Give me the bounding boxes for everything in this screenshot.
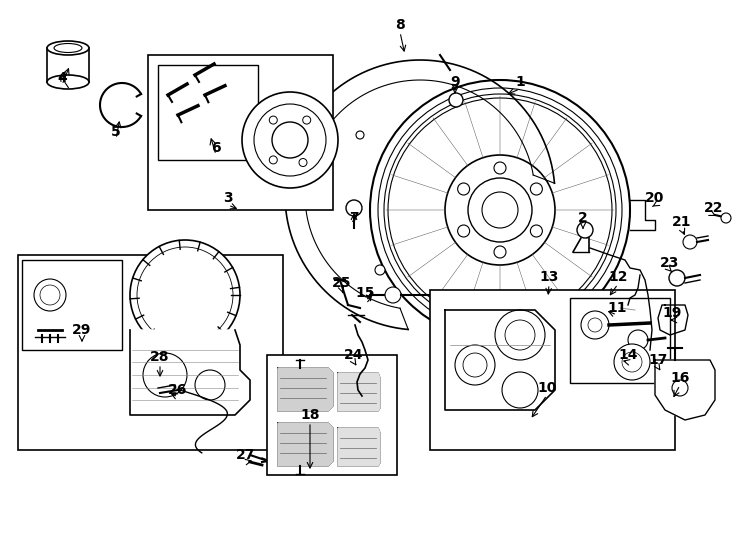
Bar bbox=[267, 355, 397, 475]
Text: 6: 6 bbox=[211, 141, 221, 155]
Polygon shape bbox=[278, 368, 333, 411]
Circle shape bbox=[482, 192, 518, 228]
Text: 23: 23 bbox=[661, 256, 680, 270]
Circle shape bbox=[40, 285, 60, 305]
Circle shape bbox=[683, 235, 697, 249]
Circle shape bbox=[614, 344, 650, 380]
Polygon shape bbox=[445, 310, 555, 410]
Bar bbox=[430, 290, 675, 450]
Circle shape bbox=[346, 200, 362, 216]
Polygon shape bbox=[338, 428, 380, 466]
Circle shape bbox=[302, 116, 310, 124]
Circle shape bbox=[581, 311, 609, 339]
Circle shape bbox=[195, 370, 225, 400]
Circle shape bbox=[468, 178, 532, 242]
Circle shape bbox=[143, 353, 187, 397]
Text: 18: 18 bbox=[300, 408, 320, 422]
Bar bbox=[22, 260, 122, 350]
Circle shape bbox=[531, 183, 542, 195]
Text: 17: 17 bbox=[648, 353, 668, 367]
Text: 7: 7 bbox=[349, 211, 359, 225]
Circle shape bbox=[505, 320, 535, 350]
Circle shape bbox=[378, 88, 622, 332]
Circle shape bbox=[445, 155, 555, 265]
Text: 5: 5 bbox=[111, 125, 121, 139]
Circle shape bbox=[137, 247, 233, 343]
Circle shape bbox=[388, 98, 612, 322]
Text: 8: 8 bbox=[395, 18, 405, 32]
Polygon shape bbox=[338, 373, 380, 411]
Bar bbox=[570, 298, 670, 383]
Circle shape bbox=[375, 265, 385, 275]
Circle shape bbox=[370, 80, 630, 340]
Circle shape bbox=[269, 116, 277, 124]
Circle shape bbox=[502, 372, 538, 408]
Bar bbox=[158, 65, 258, 160]
Circle shape bbox=[34, 279, 66, 311]
Circle shape bbox=[494, 246, 506, 258]
Circle shape bbox=[495, 310, 545, 360]
Text: 11: 11 bbox=[607, 301, 627, 315]
Text: 3: 3 bbox=[223, 191, 233, 205]
Circle shape bbox=[269, 156, 277, 164]
Text: 2: 2 bbox=[578, 211, 588, 225]
Circle shape bbox=[385, 287, 401, 303]
Polygon shape bbox=[130, 330, 250, 415]
Circle shape bbox=[356, 131, 364, 139]
Text: 21: 21 bbox=[672, 215, 691, 229]
Text: 28: 28 bbox=[150, 350, 170, 364]
Text: 15: 15 bbox=[355, 286, 375, 300]
Circle shape bbox=[628, 330, 648, 350]
Text: 25: 25 bbox=[333, 276, 352, 290]
Text: 14: 14 bbox=[618, 348, 638, 362]
Text: 1: 1 bbox=[515, 75, 525, 89]
Circle shape bbox=[254, 104, 326, 176]
Text: 20: 20 bbox=[645, 191, 665, 205]
Circle shape bbox=[577, 222, 593, 238]
Text: 13: 13 bbox=[539, 270, 559, 284]
Circle shape bbox=[531, 225, 542, 237]
Ellipse shape bbox=[47, 75, 89, 89]
Circle shape bbox=[455, 345, 495, 385]
Text: 16: 16 bbox=[670, 371, 690, 385]
Circle shape bbox=[672, 380, 688, 396]
Circle shape bbox=[588, 318, 602, 332]
Ellipse shape bbox=[47, 41, 89, 55]
Circle shape bbox=[130, 240, 240, 350]
Text: 27: 27 bbox=[236, 448, 255, 462]
Bar bbox=[148, 55, 333, 210]
Text: 4: 4 bbox=[57, 71, 67, 85]
Circle shape bbox=[494, 162, 506, 174]
Text: 10: 10 bbox=[537, 381, 556, 395]
Polygon shape bbox=[655, 360, 715, 420]
Circle shape bbox=[457, 183, 470, 195]
Circle shape bbox=[463, 353, 487, 377]
Circle shape bbox=[384, 94, 616, 326]
Text: 9: 9 bbox=[450, 75, 459, 89]
Text: 12: 12 bbox=[608, 270, 628, 284]
Circle shape bbox=[299, 159, 307, 166]
Text: 22: 22 bbox=[704, 201, 724, 215]
Bar bbox=[18, 255, 283, 450]
Polygon shape bbox=[278, 423, 333, 466]
Text: 29: 29 bbox=[73, 323, 92, 337]
Ellipse shape bbox=[54, 44, 82, 52]
Circle shape bbox=[272, 122, 308, 158]
Circle shape bbox=[457, 225, 470, 237]
Circle shape bbox=[449, 93, 463, 107]
Text: 26: 26 bbox=[168, 383, 188, 397]
Circle shape bbox=[622, 352, 642, 372]
Circle shape bbox=[669, 270, 685, 286]
Circle shape bbox=[242, 92, 338, 188]
Text: 19: 19 bbox=[662, 306, 682, 320]
Circle shape bbox=[721, 213, 731, 223]
Text: 24: 24 bbox=[344, 348, 364, 362]
